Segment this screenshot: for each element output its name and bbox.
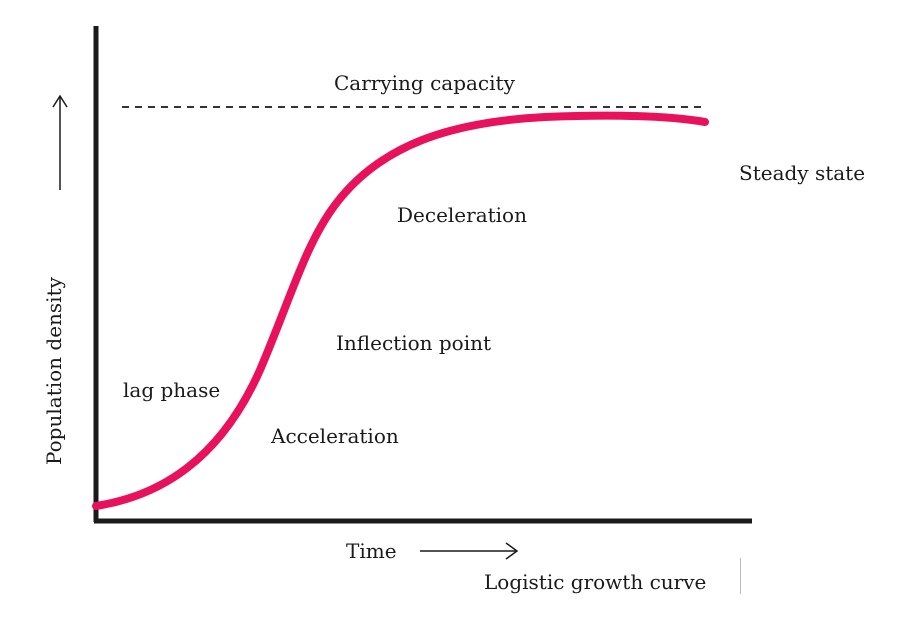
lag-phase-label: lag phase [123, 378, 220, 402]
right-arrow-icon [420, 542, 519, 560]
up-arrow-icon [52, 94, 68, 190]
logistic-curve [92, 111, 709, 510]
inflection-point-label: Inflection point [336, 331, 491, 355]
y-axis-label: Population density [42, 276, 66, 465]
steady-state-label: Steady state [739, 161, 865, 185]
carrying-capacity-label: Carrying capacity [334, 71, 516, 95]
caption-divider [740, 558, 741, 594]
x-axis-label: Time [346, 539, 397, 563]
deceleration-label: Deceleration [397, 203, 527, 227]
caption-label: Logistic growth curve [484, 570, 706, 594]
acceleration-label: Acceleration [270, 424, 399, 448]
